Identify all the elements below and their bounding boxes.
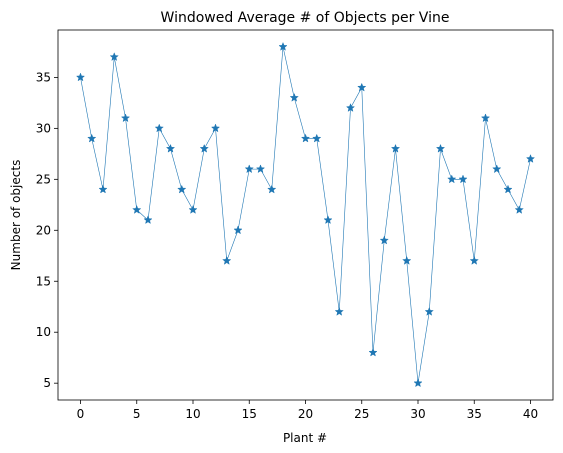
x-axis-label: Plant # (283, 431, 327, 445)
data-point (87, 133, 97, 143)
data-point (109, 52, 119, 61)
data-point (120, 113, 131, 123)
data-point (424, 306, 434, 316)
x-tick-label: 30 (410, 407, 425, 421)
y-tick-label: 30 (36, 121, 51, 135)
data-point (255, 164, 266, 174)
series-line (80, 46, 531, 384)
data-point (98, 184, 108, 194)
data-point (458, 174, 468, 184)
data-point (165, 143, 176, 153)
y-axis-label: Number of objects (9, 160, 23, 271)
data-point (300, 133, 311, 143)
y-tick-label: 15 (36, 274, 51, 288)
data-point (345, 103, 356, 112)
data-point (480, 113, 491, 123)
chart-title: Windowed Average # of Objects per Vine (161, 10, 450, 26)
y-tick-label: 10 (36, 325, 51, 339)
y-tick-label: 25 (36, 172, 51, 186)
data-point (435, 143, 446, 153)
data-point (154, 123, 164, 133)
data-point (312, 133, 322, 143)
data-point (525, 154, 536, 163)
y-tick-label: 20 (36, 223, 51, 237)
data-point (143, 215, 153, 225)
data-point (177, 184, 187, 194)
data-point (357, 82, 367, 92)
data-point (447, 174, 457, 184)
data-point (390, 143, 401, 153)
plot-frame (57, 29, 554, 401)
data-point (334, 306, 344, 316)
data-point (503, 184, 513, 194)
data-point (402, 255, 412, 265)
x-tick-label: 0 (77, 407, 85, 421)
x-tick-label: 35 (467, 407, 482, 421)
x-tick-label: 15 (242, 407, 257, 421)
data-point (132, 205, 142, 214)
y-tick-label: 35 (36, 70, 51, 84)
data-point (514, 205, 524, 214)
x-tick-label: 40 (523, 407, 538, 421)
data-point (323, 215, 333, 225)
x-tick-label: 5 (133, 407, 141, 421)
data-point (278, 41, 288, 51)
data-point (379, 235, 389, 245)
data-point (244, 164, 254, 174)
x-tick-label: 25 (354, 407, 369, 421)
plot-area: 0 5 10 15 20 25 30 35 40 5 10 15 20 25 30 35 (36, 29, 554, 421)
data-point (188, 205, 198, 214)
x-tick-label: 20 (298, 407, 313, 421)
data-point (368, 347, 378, 357)
data-point (492, 164, 502, 174)
data-point (222, 255, 232, 265)
x-tick-label: 10 (185, 407, 200, 421)
data-point (199, 143, 209, 153)
data-point (75, 72, 86, 82)
data-point (210, 123, 221, 133)
data-point (267, 184, 277, 194)
data-point (233, 225, 243, 235)
data-point (289, 92, 299, 102)
data-point (469, 255, 479, 265)
y-tick-label: 5 (43, 376, 51, 390)
data-point (413, 378, 423, 388)
